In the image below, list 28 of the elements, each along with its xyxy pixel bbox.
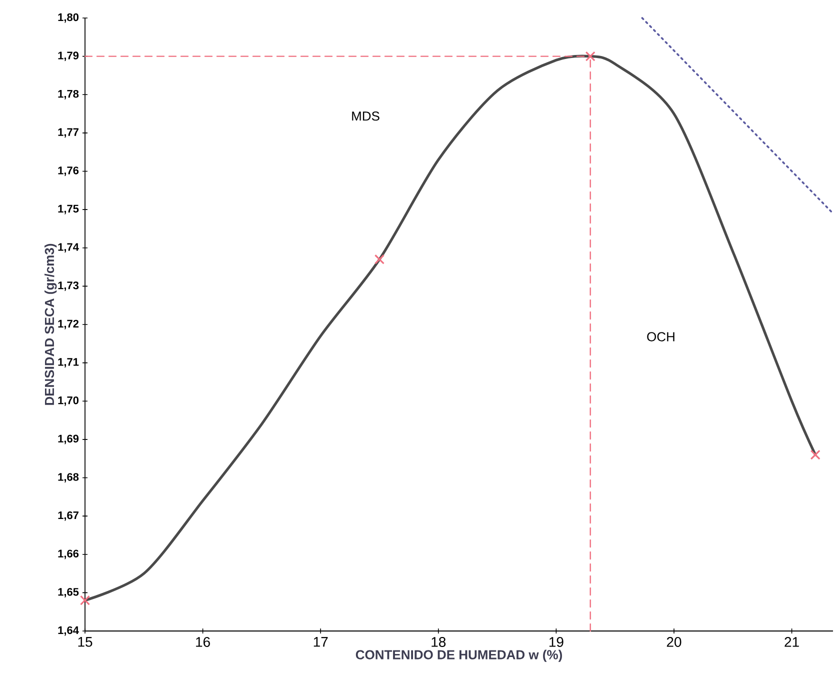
y-tick-label: 1,78 <box>58 90 79 100</box>
x-tick-label: 21 <box>784 637 799 647</box>
y-tick-label: 1,75 <box>58 204 79 214</box>
x-axis-title: CONTENIDO DE HUMEDAD w (%) <box>356 650 562 662</box>
y-tick-label: 1,70 <box>58 396 79 406</box>
y-tick-label: 1,79 <box>58 52 79 62</box>
y-tick-label: 1,65 <box>58 588 79 598</box>
x-tick-label: 17 <box>314 637 328 647</box>
y-tick-label: 1,73 <box>58 282 79 291</box>
x-tick-label: 19 <box>549 637 564 647</box>
y-tick-label: 1,77 <box>58 128 78 138</box>
y-tick-label: 1,76 <box>58 166 79 176</box>
y-tick-label: 1,69 <box>58 434 79 444</box>
y-tick-label: 1,67 <box>58 511 78 521</box>
y-tick-label: 1,74 <box>58 243 79 253</box>
y-tick-label: 1,68 <box>58 473 79 482</box>
y-axis-title: DENSIDAD SECA (gr/cm3) <box>44 244 57 405</box>
annotation: OCH <box>647 332 674 342</box>
annotation: MDS <box>352 111 380 121</box>
x-tick-label: 18 <box>432 637 446 647</box>
y-tick-label: 1,64 <box>58 626 79 636</box>
x-tick-label: 20 <box>666 637 682 647</box>
y-tick-label: 1,66 <box>58 550 79 560</box>
y-tick-label: 1,72 <box>58 320 79 330</box>
x-tick-label: 16 <box>196 637 210 647</box>
y-tick-label: 1,80 <box>58 13 79 23</box>
y-tick-label: 1,71 <box>58 358 79 368</box>
x-tick-label: 15 <box>78 637 92 647</box>
